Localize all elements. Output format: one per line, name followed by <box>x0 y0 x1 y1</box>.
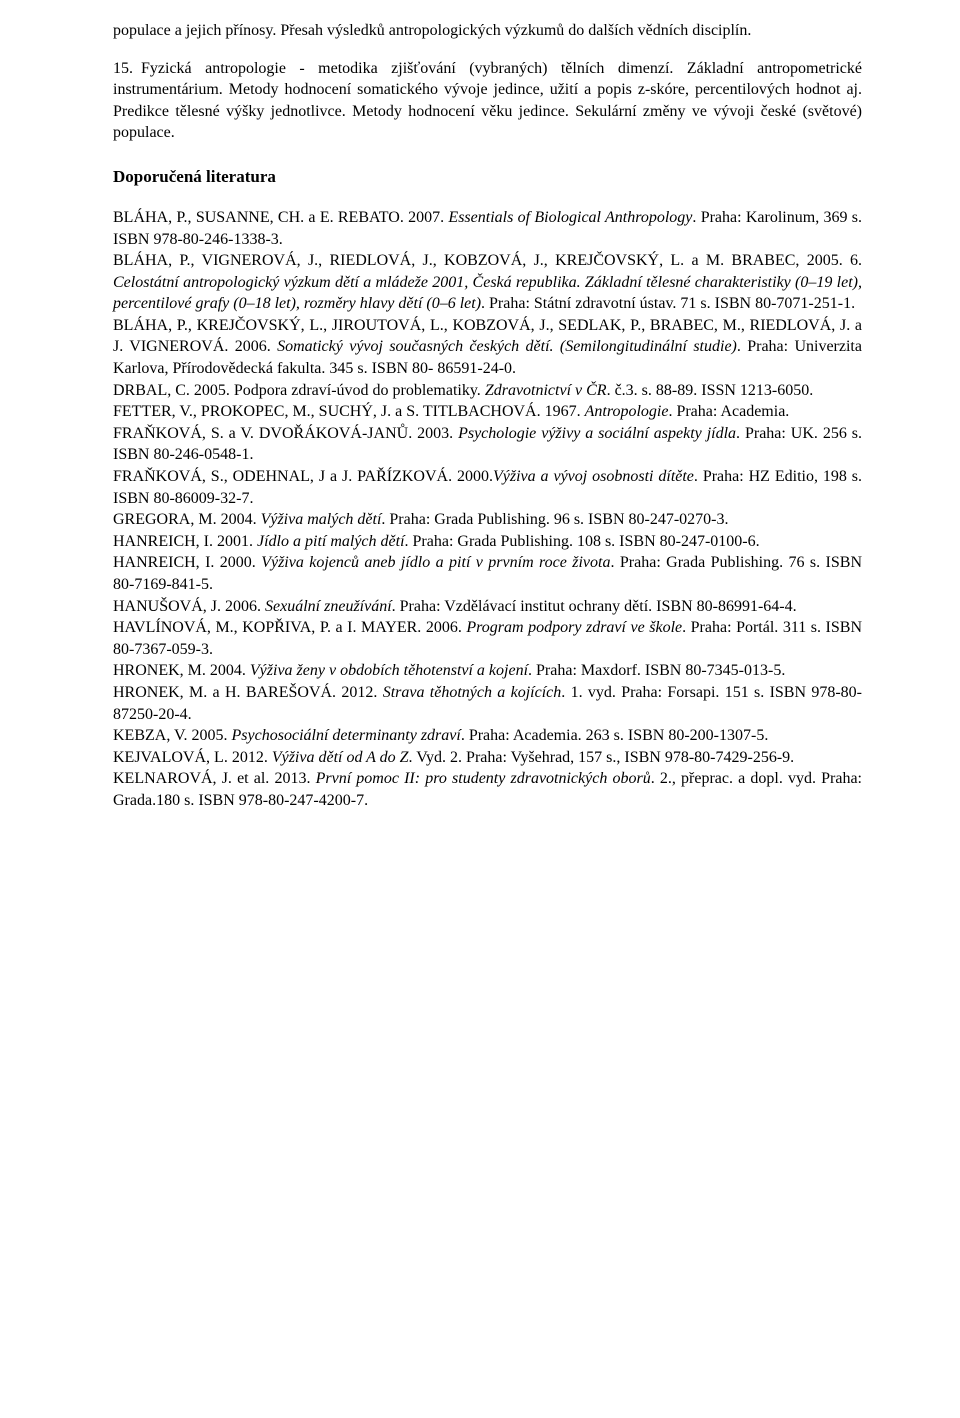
ref-text: HRONEK, M. 2004. <box>113 662 250 679</box>
reference-item: HANREICH, I. 2000. Výživa kojenců aneb j… <box>113 552 862 595</box>
ref-text: . Praha: Státní zdravotní ústav. 71 s. I… <box>481 295 855 312</box>
reference-item: FRAŇKOVÁ, S. a V. DVOŘÁKOVÁ-JANŮ. 2003. … <box>113 423 862 466</box>
ref-text: . Vyd. 2. Praha: Vyšehrad, 157 s., ISBN … <box>409 749 795 766</box>
ref-text: BLÁHA, P., SUSANNE, CH. a E. REBATO. 200… <box>113 209 448 226</box>
ref-text: FRAŇKOVÁ, S. a V. DVOŘÁKOVÁ-JANŮ. 2003. <box>113 425 458 442</box>
reference-item: HRONEK, M. 2004. Výživa ženy v obdobích … <box>113 660 862 682</box>
ref-text: FRAŇKOVÁ, S., ODEHNAL, J a J. PAŘÍZKOVÁ.… <box>113 468 493 485</box>
reference-item: DRBAL, C. 2005. Podpora zdraví-úvod do p… <box>113 380 862 402</box>
ref-text: BLÁHA, P., VIGNEROVÁ, J., RIEDLOVÁ, J., … <box>113 252 862 269</box>
reference-item: FETTER, V., PROKOPEC, M., SUCHÝ, J. a S.… <box>113 401 862 423</box>
ref-text: . Praha: Academia. 263 s. ISBN 80-200-13… <box>461 727 769 744</box>
reference-item: BLÁHA, P., KREJČOVSKÝ, L., JIROUTOVÁ, L.… <box>113 315 862 380</box>
ref-text: HANREICH, I. 2001. <box>113 533 257 550</box>
ref-text: . Praha: Vzdělávací institut ochrany dět… <box>392 598 797 615</box>
ref-text: KEBZA, V. 2005. <box>113 727 232 744</box>
ref-text: HRONEK, M. a H. BAREŠOVÁ. 2012. <box>113 684 383 701</box>
intro-text: Fyzická antropologie - metodika zjišťová… <box>113 60 862 142</box>
ref-title: Sexuální zneužívání <box>265 598 392 615</box>
reference-item: KEJVALOVÁ, L. 2012. Výživa dětí od A do … <box>113 747 862 769</box>
ref-title: Jídlo a pití malých dětí <box>257 533 405 550</box>
ref-title: Výživa kojenců aneb jídlo a pití v první… <box>261 554 610 571</box>
ref-title: Výživa malých dětí <box>261 511 382 528</box>
ref-text: HANREICH, I. 2000. <box>113 554 261 571</box>
ref-text: . Praha: Grada Publishing. 108 s. ISBN 8… <box>405 533 760 550</box>
ref-text: HAVLÍNOVÁ, M., KOPŘIVA, P. a I. MAYER. 2… <box>113 619 466 636</box>
reference-item: HAVLÍNOVÁ, M., KOPŘIVA, P. a I. MAYER. 2… <box>113 617 862 660</box>
ref-text: KELNAROVÁ, J. et al. 2013. <box>113 770 316 787</box>
ref-text: . Praha: Grada Publishing. 96 s. ISBN 80… <box>381 511 728 528</box>
reference-item: HRONEK, M. a H. BAREŠOVÁ. 2012. Strava t… <box>113 682 862 725</box>
ref-text: HANUŠOVÁ, J. 2006. <box>113 598 265 615</box>
reference-item: HANUŠOVÁ, J. 2006. Sexuální zneužívání. … <box>113 596 862 618</box>
reference-item: BLÁHA, P., SUSANNE, CH. a E. REBATO. 200… <box>113 207 862 250</box>
ref-title: Essentials of Biological Anthropology <box>448 209 692 226</box>
intro-paragraph-2: 15.Fyzická antropologie - metodika zjišť… <box>113 58 862 144</box>
ref-text: . Praha: Maxdorf. ISBN 80-7345-013-5. <box>528 662 785 679</box>
ref-text: FETTER, V., PROKOPEC, M., SUCHÝ, J. a S.… <box>113 403 585 420</box>
reference-item: KEBZA, V. 2005. Psychosociální determina… <box>113 725 862 747</box>
ref-title: Antropologie <box>585 403 669 420</box>
ref-title: První pomoc II: pro studenty zdravotnick… <box>316 770 651 787</box>
ref-text: . Praha: Academia. <box>668 403 789 420</box>
ref-title: Výživa a vývoj osobnosti dítěte <box>493 468 694 485</box>
ref-title: Psychosociální determinanty zdraví <box>232 727 461 744</box>
reference-item: FRAŇKOVÁ, S., ODEHNAL, J a J. PAŘÍZKOVÁ.… <box>113 466 862 509</box>
ref-title: Psychologie výživy a sociální aspekty jí… <box>458 425 736 442</box>
list-number: 15. <box>113 58 141 80</box>
section-heading: Doporučená literatura <box>113 166 862 189</box>
ref-title: Strava těhotných a kojících <box>383 684 562 701</box>
intro-paragraph-1: populace a jejich přínosy. Přesah výsled… <box>113 20 862 42</box>
ref-title: Výživa dětí od A do Z <box>272 749 409 766</box>
reference-item: KELNAROVÁ, J. et al. 2013. První pomoc I… <box>113 768 862 811</box>
ref-text: . č.3. s. 88-89. ISSN 1213-6050. <box>607 382 814 399</box>
ref-title: Výživa ženy v obdobích těhotenství a koj… <box>250 662 528 679</box>
ref-text: GREGORA, M. 2004. <box>113 511 261 528</box>
ref-text: DRBAL, C. 2005. Podpora zdraví-úvod do p… <box>113 382 485 399</box>
ref-text: KEJVALOVÁ, L. 2012. <box>113 749 272 766</box>
reference-item: GREGORA, M. 2004. Výživa malých dětí. Pr… <box>113 509 862 531</box>
reference-item: BLÁHA, P., VIGNEROVÁ, J., RIEDLOVÁ, J., … <box>113 250 862 315</box>
ref-title: Somatický vývoj současných českých dětí.… <box>277 338 737 355</box>
ref-title: Zdravotnictví v ČR <box>485 382 607 399</box>
references-block: BLÁHA, P., SUSANNE, CH. a E. REBATO. 200… <box>113 207 862 812</box>
reference-item: HANREICH, I. 2001. Jídlo a pití malých d… <box>113 531 862 553</box>
ref-title: Program podpory zdraví ve škole <box>466 619 682 636</box>
